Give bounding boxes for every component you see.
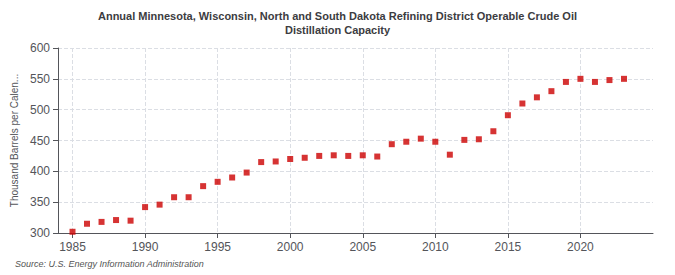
svg-text:500: 500 <box>30 103 50 117</box>
svg-text:2010: 2010 <box>422 240 449 254</box>
svg-text:1990: 1990 <box>132 240 159 254</box>
svg-text:2005: 2005 <box>349 240 376 254</box>
svg-text:2020: 2020 <box>567 240 594 254</box>
svg-text:300: 300 <box>30 226 50 240</box>
svg-text:Distillation Capacity: Distillation Capacity <box>285 24 391 36</box>
svg-text:Annual Minnesota, Wisconsin, N: Annual Minnesota, Wisconsin, North and S… <box>98 10 577 22</box>
svg-text:400: 400 <box>30 164 50 178</box>
svg-text:1995: 1995 <box>204 240 231 254</box>
svg-text:450: 450 <box>30 134 50 148</box>
svg-text:Thousand Barrels per Calen...: Thousand Barrels per Calen... <box>9 74 20 207</box>
svg-text:2015: 2015 <box>495 240 522 254</box>
svg-text:Source: U.S. Energy Informatio: Source: U.S. Energy Information Administ… <box>15 259 204 269</box>
svg-text:1985: 1985 <box>59 240 86 254</box>
svg-text:350: 350 <box>30 195 50 209</box>
svg-text:550: 550 <box>30 72 50 86</box>
svg-text:600: 600 <box>30 41 50 55</box>
svg-text:2000: 2000 <box>277 240 304 254</box>
